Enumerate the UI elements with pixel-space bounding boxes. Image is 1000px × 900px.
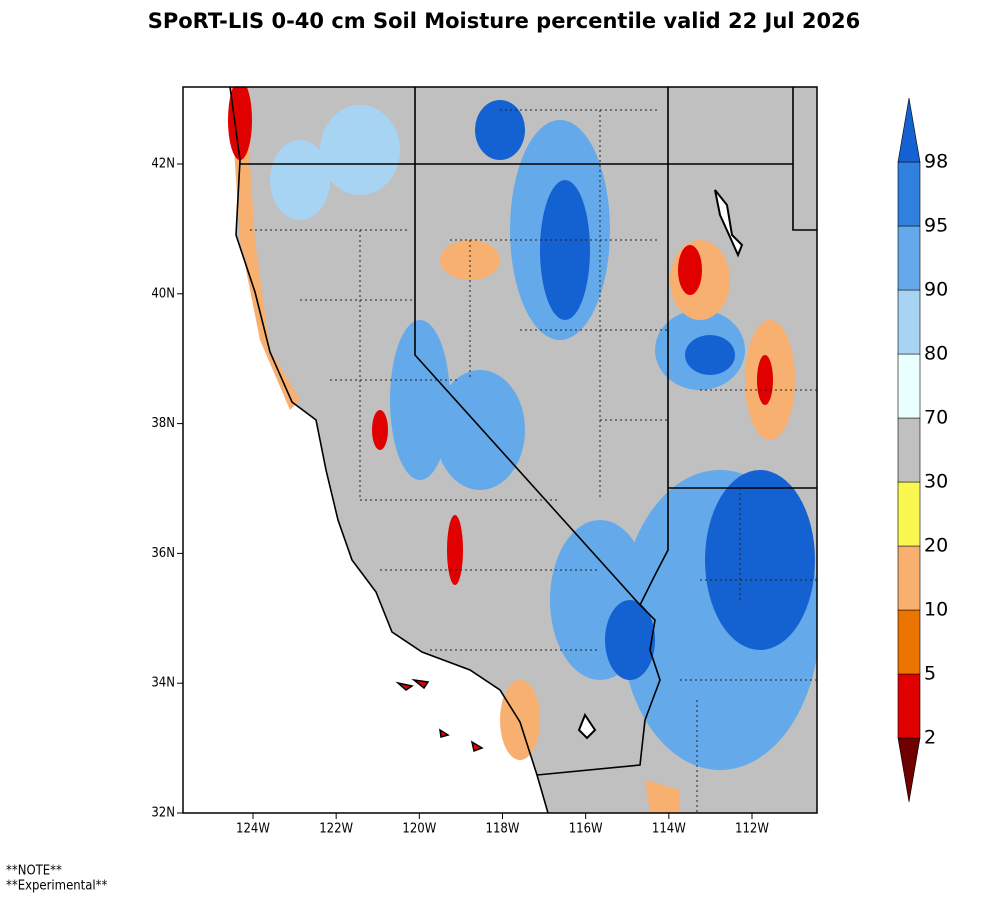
colorbar-label: 98 (924, 151, 948, 173)
colorbar-label: 70 (924, 407, 948, 429)
lon-label: 118W (486, 822, 520, 837)
lon-label: 120W (402, 822, 436, 837)
lat-label: 36N (151, 546, 175, 561)
colorbar: 2 5 10 20 30 70 80 90 95 98 (897, 97, 948, 803)
colorbar-bin (897, 545, 921, 611)
title: SPoRT-LIS 0-40 cm Soil Moisture percenti… (148, 9, 861, 33)
colorbar-label: 90 (924, 279, 948, 301)
lon-label: 116W (569, 822, 603, 837)
colorbar-label: 30 (924, 471, 948, 493)
lon-label: 112W (735, 822, 769, 837)
lat-label: 32N (151, 806, 175, 821)
colorbar-label: 95 (924, 215, 948, 237)
lat-label: 38N (151, 416, 175, 431)
colorbar-label: 2 (924, 727, 936, 749)
colorbar-bin (897, 673, 921, 739)
lat-label: 34N (151, 676, 175, 691)
lat-label: 40N (151, 286, 175, 301)
colorbar-bin (897, 97, 921, 163)
colorbar-label: 80 (924, 343, 948, 365)
lon-label: 122W (319, 822, 353, 837)
colorbar-bin (897, 289, 921, 355)
note: **NOTE** (6, 864, 62, 879)
colorbar-bin (897, 481, 921, 547)
colorbar-bin (897, 417, 921, 483)
lon-label: 114W (652, 822, 686, 837)
lat-label: 42N (151, 157, 175, 172)
note: **Experimental** (6, 879, 108, 894)
colorbar-bin (897, 225, 921, 291)
colorbar-label: 10 (924, 599, 948, 621)
colorbar-bin (897, 609, 921, 675)
map: 42N 40N 38N 36N 34N 32N 124W 122W 120W 118W 116W 11… (151, 86, 818, 837)
colorbar-label: 20 (924, 535, 948, 557)
colorbar-bin (897, 353, 921, 419)
colorbar-bin (897, 737, 921, 803)
lon-label: 124W (236, 822, 270, 837)
colorbar-bin (897, 161, 921, 227)
colorbar-label: 5 (924, 663, 936, 685)
